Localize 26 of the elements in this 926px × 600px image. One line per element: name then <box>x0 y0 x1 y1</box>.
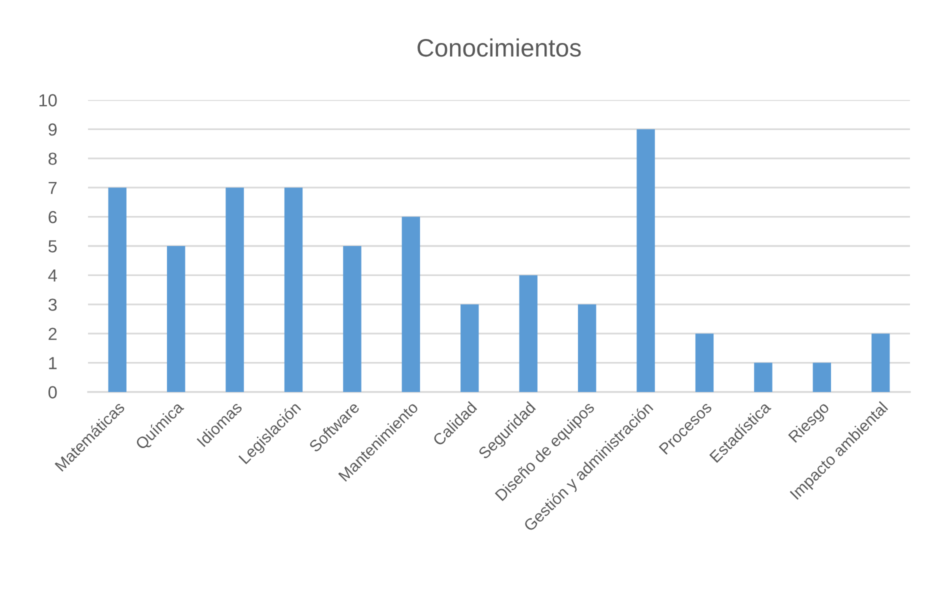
bar <box>166 246 186 392</box>
bar <box>872 334 890 392</box>
bar <box>754 362 772 392</box>
y-tick-label: 4 <box>48 270 57 282</box>
chart-title: Conocimientos <box>418 38 581 57</box>
bar <box>460 304 479 392</box>
y-tick-label: 8 <box>48 152 57 165</box>
y-tick-label: 7 <box>48 182 57 194</box>
bar <box>695 334 714 392</box>
y-tick-label: 3 <box>48 298 57 311</box>
y-tick-label: 2 <box>48 328 57 340</box>
y-tick-label: 6 <box>48 210 57 224</box>
bar <box>343 246 362 392</box>
bar <box>636 129 655 392</box>
y-tick-label: 5 <box>48 240 57 252</box>
bar <box>284 188 303 392</box>
bar <box>226 188 244 392</box>
y-tick-label: 9 <box>48 123 57 136</box>
bar <box>812 362 832 392</box>
y-tick-label: 1 <box>49 357 57 370</box>
bar <box>578 304 596 392</box>
y-tick-label: 10 <box>39 94 57 106</box>
bar <box>402 216 420 392</box>
y-tick-label: 0 <box>48 386 57 398</box>
bar <box>519 275 538 392</box>
bar <box>108 188 126 392</box>
